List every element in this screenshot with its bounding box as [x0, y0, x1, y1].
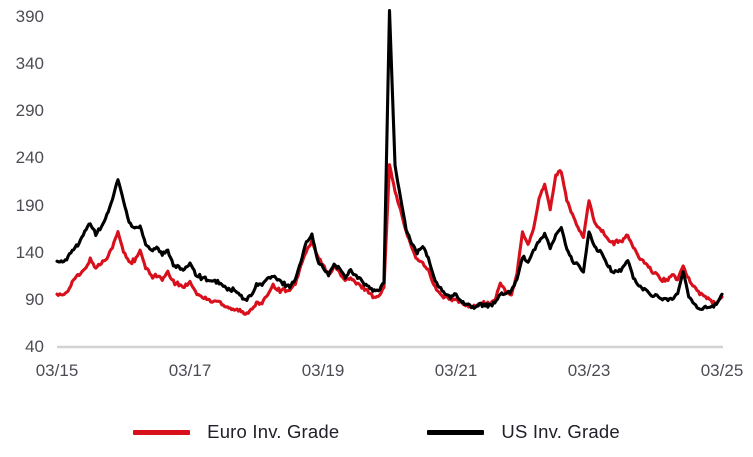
y-tick-label: 340 — [15, 54, 44, 74]
y-tick-label: 190 — [15, 195, 44, 215]
y-tick-label: 140 — [15, 242, 44, 262]
legend-item-us: US Inv. Grade — [427, 421, 620, 443]
y-tick-label: 290 — [15, 101, 44, 121]
x-tick-label: 03/23 — [567, 361, 611, 380]
euro-inv-grade-line — [55, 163, 724, 316]
x-tick-label: 03/21 — [434, 361, 478, 380]
legend-label: Euro Inv. Grade — [207, 421, 340, 442]
chart-legend: Euro Inv. Grade US Inv. Grade — [0, 421, 753, 443]
y-tick-label: 390 — [15, 7, 44, 26]
y-tick-label: 40 — [25, 337, 44, 356]
legend-item-euro: Euro Inv. Grade — [133, 421, 339, 443]
us-inv-grade-line — [55, 9, 724, 311]
legend-label: US Inv. Grade — [501, 421, 620, 442]
x-tick-label: 03/15 — [35, 361, 79, 380]
x-tick-label: 03/19 — [301, 361, 345, 380]
legend-swatch — [427, 429, 485, 435]
x-tick-label: 03/17 — [168, 361, 212, 380]
y-tick-label: 90 — [25, 289, 44, 309]
legend-swatch — [133, 429, 191, 435]
x-tick-label: 03/25 — [700, 361, 744, 380]
y-tick-label: 240 — [15, 148, 44, 168]
